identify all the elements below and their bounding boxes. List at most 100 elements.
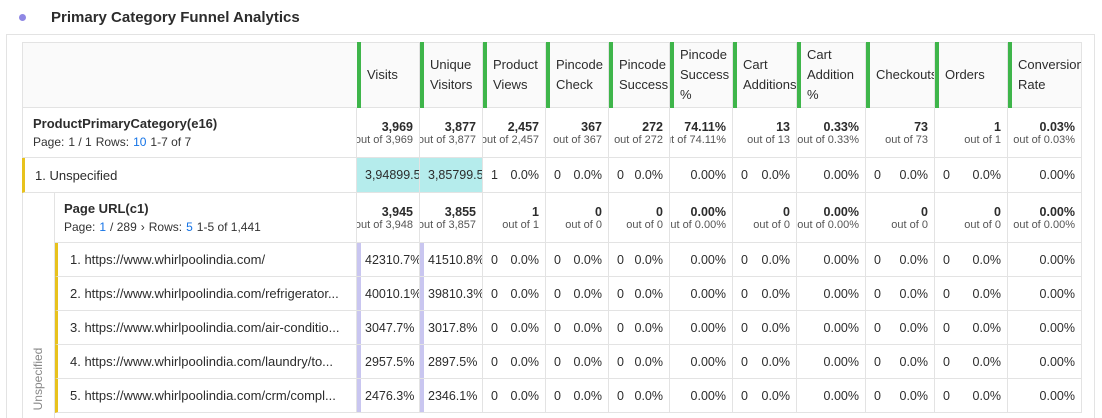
total-out-of: out of 0.00% [670,219,726,231]
pager-text: › [140,220,145,234]
cell-value: 0 [617,320,624,335]
metric-cell: 0 0.0% [546,345,609,379]
breakdown-row-label[interactable]: 1. https://www.whirlpoolindia.com/ [55,243,357,277]
cell-percent: 7.5% [448,354,478,369]
metric-cell: 0 0.0% [866,277,935,311]
breakdown-row-label[interactable]: 3. https://www.whirlpoolindia.com/air-co… [55,311,357,345]
cell-value: 0.00% [823,286,859,301]
metric-cell: 0 0.0% [866,158,935,193]
cell-percent: 0.0% [899,168,929,182]
total-out-of: out of 3,948 [357,219,413,231]
row-label[interactable]: 1. Unspecified [22,158,357,193]
cell-percent: 7.7% [385,320,415,335]
breakdown-row-label[interactable]: 5. https://www.whirlpoolindia.com/crm/co… [55,379,357,413]
column-header[interactable]: Pincode Check [546,42,609,108]
cell-percent: 0.0% [972,388,1002,403]
cell-percent: 0.0% [972,168,1002,182]
column-header[interactable]: Cart Additions [733,42,797,108]
metric-cell: 0.00% [670,345,733,379]
total-cell: 0 out of 0 [733,193,797,243]
total-out-of-text: out of 0.00% [797,218,859,231]
column-header[interactable]: Cart Addition % [797,42,866,108]
cell-value: 0.00% [823,320,859,335]
metric-cell: 0 0.0% [733,243,797,277]
column-drag-handle [797,42,801,108]
total-out-of-text: out of 3,857 [420,218,476,231]
metric-cell: 1 0.0% [483,158,546,193]
total-cell: 0.00% out of 0.00% [670,193,733,243]
cell-value: 0 [943,388,950,403]
metric-cell: 0 0.0% [866,345,935,379]
dimension-name: ProductPrimaryCategory(e16) [33,116,218,131]
breakdown-dimension-name: Page URL(c1) [64,201,149,216]
cell-value: 0 [943,252,950,267]
pager-text[interactable]: 10 [133,135,147,149]
total-out-of: out of 0.00% [1008,219,1075,231]
cell-value: 0 [741,168,748,182]
column-header[interactable]: Pincode Success [609,42,670,108]
header-row [22,42,1082,108]
metric-cell: 0 0.0% [483,277,546,311]
cell-percent: 10.8% [448,252,483,267]
total-out-of-text: out of 0.00% [670,218,726,231]
pager-text: 1 / 1 [68,135,92,149]
metric-cell: 0 0.0% [483,345,546,379]
column-header[interactable]: Unique Visitors [420,42,483,108]
total-out-of: out of 0 [546,219,602,231]
total-value: 1 [994,119,1001,134]
cell-value: 234 [428,388,449,403]
metric-cell: 0.00% [670,277,733,311]
total-value: 0.00% [823,204,859,219]
total-value: 3,877 [444,119,476,134]
metric-cell: 0 0.0% [483,311,546,345]
column-header[interactable]: Product Views [483,42,546,108]
metric-cell: 0 0.0% [733,311,797,345]
column-header[interactable]: Conversion Rate [1008,42,1082,108]
cell-percent: 10.3% [448,286,483,301]
cell-percent: 0.0% [972,286,1002,301]
cell-value: 0 [554,286,561,301]
pager-text: / 289 [110,220,137,234]
pagination: Page: 1 / 1 Rows: 10 1-7 of 7 [33,135,356,149]
total-cell: 0.03% out of 0.03% [1008,108,1082,158]
pager-text[interactable]: 5 [186,220,193,234]
cell-percent: 0.0% [573,320,603,335]
total-cell: 0 out of 0 [866,193,935,243]
cell-value: 0 [874,320,881,335]
cell-bar [357,379,361,412]
cell-percent: 0.0% [899,320,929,335]
total-value: 3,945 [381,204,413,219]
cell-percent: 0.0% [899,286,929,301]
column-drag-handle [483,42,487,108]
cell-value: 0 [491,286,498,301]
total-value: 3,855 [444,204,476,219]
total-out-of-text: out of 0 [964,218,1001,231]
column-header[interactable]: Visits [357,42,420,108]
total-out-of-text: out of 3,969 [357,133,413,146]
cell-value: 0 [617,354,624,369]
metric-cell: 0 0.0% [733,379,797,413]
cell-percent: 99.5% [459,168,483,182]
pager-text[interactable]: 1 [99,220,107,234]
total-value: 0 [921,204,928,219]
cell-value: 0 [943,286,950,301]
cell-value: 0 [491,354,498,369]
total-cell: 0 out of 0 [609,193,670,243]
total-cell: 73 out of 73 [866,108,935,158]
column-header[interactable]: Pincode Success % [670,42,733,108]
metric-cell: 0 0.0% [935,243,1008,277]
cell-percent: 0.0% [634,320,664,335]
cell-percent: 7.8% [448,320,478,335]
metric-cell: 301 7.8% [420,311,483,345]
title-bullet [19,14,26,21]
total-value: 0.03% [1039,119,1075,134]
total-value: 272 [642,119,663,134]
cell-value: 301 [428,320,449,335]
total-out-of: out of 2,457 [483,134,539,146]
cell-value: 0.00% [690,354,726,369]
breakdown-row-label[interactable]: 2. https://www.whirlpoolindia.com/refrig… [55,277,357,311]
column-header[interactable]: Checkouts [866,42,935,108]
column-header[interactable]: Orders [935,42,1008,108]
breakdown-row-label[interactable]: 4. https://www.whirlpoolindia.com/laundr… [55,345,357,379]
